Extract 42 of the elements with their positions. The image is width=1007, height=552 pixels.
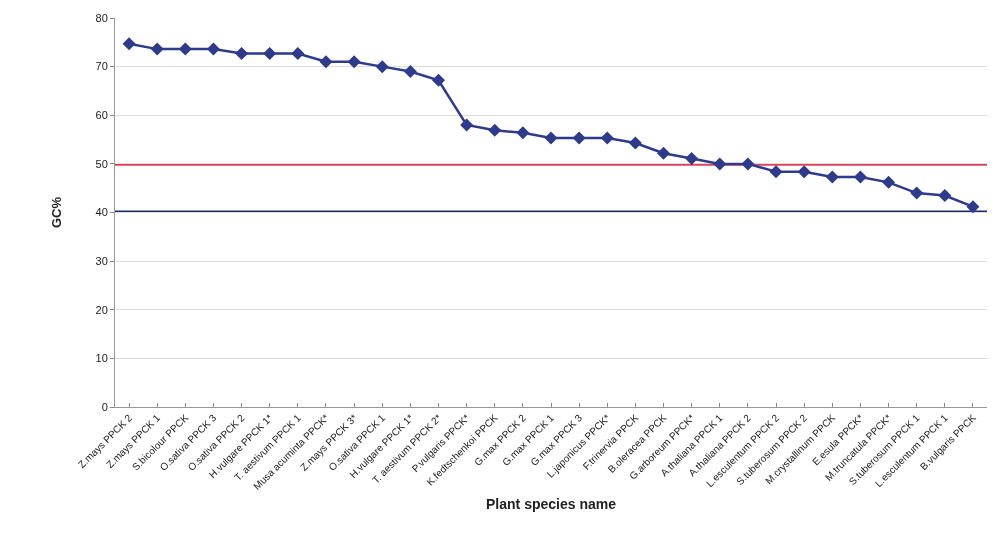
point [150,42,164,56]
point [741,157,755,171]
point [347,55,361,69]
point [657,146,671,160]
point [460,118,474,132]
point [769,165,783,179]
point [544,131,558,145]
point [825,170,839,184]
y-tick-label: 0 [101,400,108,413]
point [797,165,811,179]
point [600,131,614,145]
point [713,157,727,171]
point [516,126,530,140]
point [853,170,867,184]
point [488,123,502,137]
point [122,37,136,51]
point [882,175,896,189]
point [910,186,924,200]
y-tick-label: 30 [95,254,108,267]
point [572,131,586,145]
y-tick-label: 50 [95,157,108,170]
y-tick-label: 40 [95,206,108,219]
y-tick-label: 10 [95,352,108,365]
point [431,73,445,87]
y-tick-label: 20 [95,303,108,316]
y-tick-label: 70 [95,60,108,73]
point [206,42,220,56]
point [628,136,642,150]
point [235,47,249,60]
point [375,60,389,74]
point [966,200,980,214]
point [291,47,305,60]
x-axis-title: Plant species name [486,496,617,513]
point [403,64,417,78]
point [319,55,333,69]
point [178,42,192,56]
y-tick-label: 80 [95,11,108,24]
point [263,47,277,60]
point [938,188,952,202]
y-tick-label: 60 [95,109,108,122]
point [685,152,699,166]
y-axis-title: GC% [49,196,65,229]
